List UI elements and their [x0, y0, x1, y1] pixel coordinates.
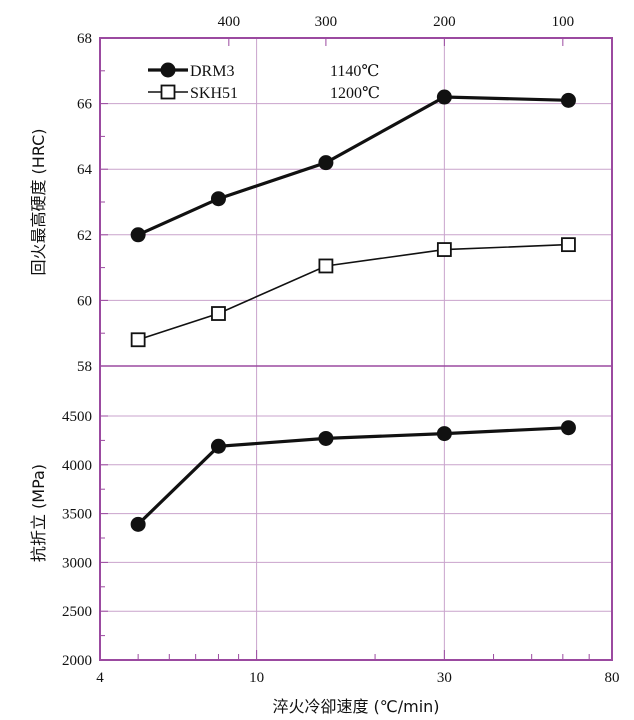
y-tick-label-upper-66: 66: [77, 97, 93, 113]
legend-marker-0: [160, 62, 176, 78]
y-tick-label-lower-4500: 4500: [62, 409, 92, 425]
data-point-upper-0-4: [560, 92, 576, 108]
series-line-upper-0: [137, 95, 569, 237]
data-point-upper-1-4: [561, 237, 576, 253]
y-axis-title-upper: 回火最高硬度 (HRC): [29, 128, 48, 275]
y-tick-label-lower-3500: 3500: [62, 507, 92, 523]
legend-label-1: SKH51: [190, 85, 238, 102]
legend-note-0: 1140℃: [330, 63, 379, 80]
series-line-lower-0: [136, 426, 569, 526]
y-tick-label-upper-62: 62: [77, 228, 92, 244]
y-tick-label-upper-58: 58: [77, 359, 92, 375]
x-tick-label-4: 4: [96, 670, 104, 686]
y-tick-label-lower-3000: 3000: [62, 555, 92, 571]
data-point-lower-0-2: [318, 430, 334, 446]
data-point-upper-1-2: [318, 258, 334, 274]
y-tick-label-lower-4000: 4000: [62, 458, 92, 474]
y-tick-label-upper-68: 68: [77, 31, 92, 47]
legend-label-0: DRM3: [190, 63, 234, 80]
data-point-upper-0-2: [318, 155, 334, 171]
y-axis-title-lower: 抗折立 (MPa): [29, 464, 48, 562]
top-tick-label-400: 400: [218, 14, 241, 30]
y-tick-label-lower-2000: 2000: [62, 653, 92, 669]
x-tick-label-80: 80: [605, 670, 620, 686]
legend-marker-1: [160, 84, 176, 100]
y-tick-label-lower-2500: 2500: [62, 604, 92, 620]
legend-note-1: 1200℃: [330, 85, 380, 102]
plot-frame: [99, 37, 613, 661]
data-point-lower-0-0: [130, 516, 146, 532]
series-line-upper-1: [137, 243, 569, 341]
data-point-upper-1-1: [211, 306, 226, 321]
x-tick-label-30: 30: [437, 670, 452, 686]
top-tick-label-300: 300: [315, 14, 338, 30]
y-tick-label-upper-64: 64: [77, 162, 93, 178]
data-point-upper-0-1: [210, 191, 226, 207]
data-point-upper-1-0: [130, 332, 146, 348]
top-tick-label-100: 100: [552, 14, 575, 30]
x-tick-label-10: 10: [249, 670, 264, 686]
data-point-lower-0-1: [210, 438, 226, 454]
y-tick-label-upper-60: 60: [77, 293, 92, 309]
data-point-upper-0-3: [436, 89, 452, 105]
data-point-upper-0-0: [130, 227, 146, 243]
data-point-upper-1-3: [436, 242, 452, 257]
data-point-lower-0-4: [560, 420, 576, 436]
x-axis-title: 淬火冷卻速度 (℃/min): [272, 697, 439, 716]
data-point-lower-0-3: [436, 426, 452, 442]
top-tick-label-200: 200: [433, 14, 456, 30]
